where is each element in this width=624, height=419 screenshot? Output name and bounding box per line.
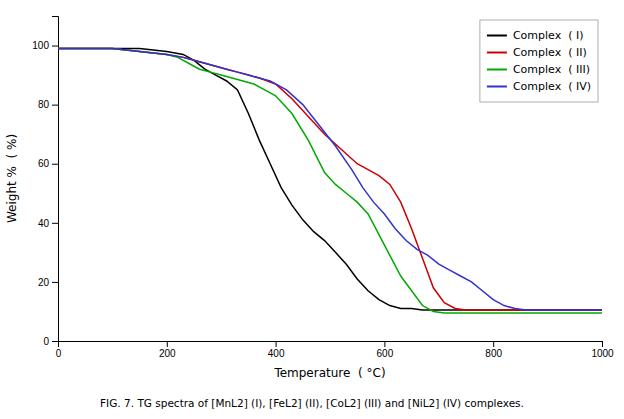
x-tick: 800 <box>485 341 502 359</box>
legend-swatch <box>487 35 507 37</box>
x-axis-title: Temperature ( °C) <box>273 366 385 380</box>
legend-item: Complex ( IV) <box>487 80 591 93</box>
y-tick-label: 60 <box>38 158 50 169</box>
legend-label: Complex ( IV) <box>513 80 591 93</box>
series-line <box>58 49 602 313</box>
x-tick: 0 <box>56 341 62 359</box>
x-tick-mark <box>276 341 277 347</box>
y-tick: 100 <box>32 40 58 51</box>
x-tick-label: 600 <box>377 348 394 359</box>
y-tick-mark <box>52 282 58 283</box>
y-axis: 0 20 40 60 80 100 <box>32 17 58 347</box>
x-tick-mark <box>602 341 603 347</box>
x-axis: 0 200 400 600 800 1000 <box>56 341 614 359</box>
y-tick-label: 20 <box>38 277 50 288</box>
x-tick-label: 1000 <box>591 348 614 359</box>
lines <box>58 49 602 313</box>
legend-swatch <box>487 69 507 71</box>
legend-item: Complex ( II) <box>487 46 587 59</box>
legend-item: Complex ( III) <box>487 63 590 76</box>
y-tick-mark <box>52 105 58 106</box>
y-tick: 20 <box>38 277 58 288</box>
x-tick-label: 0 <box>56 348 62 359</box>
y-tick-label: 0 <box>43 336 49 347</box>
caption: FIG. 7. TG spectra of [MnL2] (I), [FeL2]… <box>100 397 524 409</box>
y-axis-line <box>52 17 59 342</box>
y-tick-mark <box>52 341 58 342</box>
y-tick-label: 100 <box>32 40 49 51</box>
chart: 0 200 400 600 800 1000 0 20 40 60 80 100 Complex ( I… <box>0 0 624 419</box>
legend-item: Complex ( I) <box>487 29 584 42</box>
x-tick: 600 <box>377 341 394 359</box>
y-axis-title: Weight % ( %) <box>5 134 19 223</box>
x-tick-label: 400 <box>268 348 285 359</box>
x-axis-line <box>59 342 603 348</box>
legend-swatch <box>487 52 507 54</box>
y-tick-label: 40 <box>38 218 50 229</box>
legend-label: Complex ( I) <box>513 29 584 42</box>
x-tick-mark <box>384 341 385 347</box>
legend-swatch <box>487 86 507 88</box>
plot-area: 0 200 400 600 800 1000 0 20 40 60 80 100 Complex ( I… <box>32 17 614 360</box>
x-tick: 1000 <box>591 341 614 359</box>
x-tick-label: 800 <box>485 348 502 359</box>
x-tick: 400 <box>268 341 285 359</box>
legend: Complex ( I) Complex ( II) Complex ( III) C… <box>480 20 598 102</box>
series-line <box>58 49 602 310</box>
x-tick-mark <box>167 341 168 347</box>
y-tick: 0 <box>43 336 58 347</box>
y-tick: 80 <box>38 99 58 110</box>
y-tick: 60 <box>38 158 58 169</box>
x-tick-label: 200 <box>159 348 176 359</box>
y-tick: 40 <box>38 218 58 229</box>
legend-box <box>480 20 598 102</box>
y-tick-mark <box>52 223 58 224</box>
x-tick-mark <box>493 341 494 347</box>
y-tick-mark <box>52 46 58 47</box>
y-tick-label: 80 <box>38 99 50 110</box>
y-tick-mark <box>52 164 58 165</box>
legend-label: Complex ( II) <box>513 46 587 59</box>
x-tick: 200 <box>159 341 176 359</box>
legend-label: Complex ( III) <box>513 63 590 76</box>
